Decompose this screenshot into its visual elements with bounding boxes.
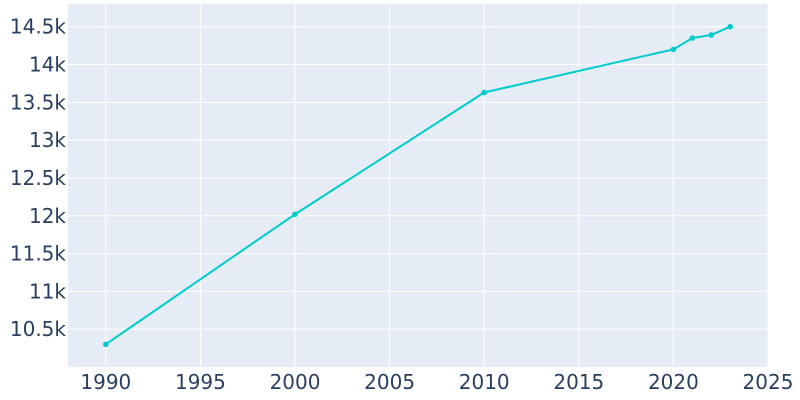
x-tick-label: 1995: [175, 370, 226, 394]
data-point: [689, 35, 696, 41]
x-tick-label: 1990: [80, 370, 131, 394]
plot-background: [68, 4, 768, 367]
x-tick-label: 2025: [743, 370, 794, 394]
data-point: [670, 46, 677, 53]
data-point: [481, 89, 488, 96]
y-tick-label: 10.5k: [10, 317, 67, 341]
y-tick-label: 12.5k: [10, 166, 67, 190]
x-tick-label: 2020: [648, 370, 699, 394]
data-point: [727, 23, 733, 30]
x-tick-label: 2005: [364, 370, 415, 394]
y-tick-label: 14k: [29, 53, 66, 77]
x-tick-label: 2015: [553, 370, 604, 394]
y-tick-label: 12k: [29, 204, 66, 228]
y-tick-label: 11.5k: [10, 242, 67, 266]
series-points: [103, 23, 733, 348]
y-tick-label: 11k: [29, 279, 66, 303]
y-tick-label: 14.5k: [10, 15, 67, 39]
data-point: [103, 341, 109, 348]
y-gridlines: [68, 26, 768, 330]
data-point: [708, 32, 715, 38]
x-axis-tick-labels: 1990 1995 2000 2005 2010 2015 2020 2025: [80, 370, 793, 394]
x-tick-label: 2010: [459, 370, 510, 394]
data-point: [292, 211, 298, 218]
y-axis-tick-labels: 10.5k 11k 11.5k 12k 12.5k 13k 13.5k 14k 14.5k: [10, 15, 67, 342]
x-tick-label: 2000: [270, 370, 321, 394]
y-tick-label: 13.5k: [10, 90, 67, 114]
y-tick-label: 13k: [29, 128, 66, 152]
